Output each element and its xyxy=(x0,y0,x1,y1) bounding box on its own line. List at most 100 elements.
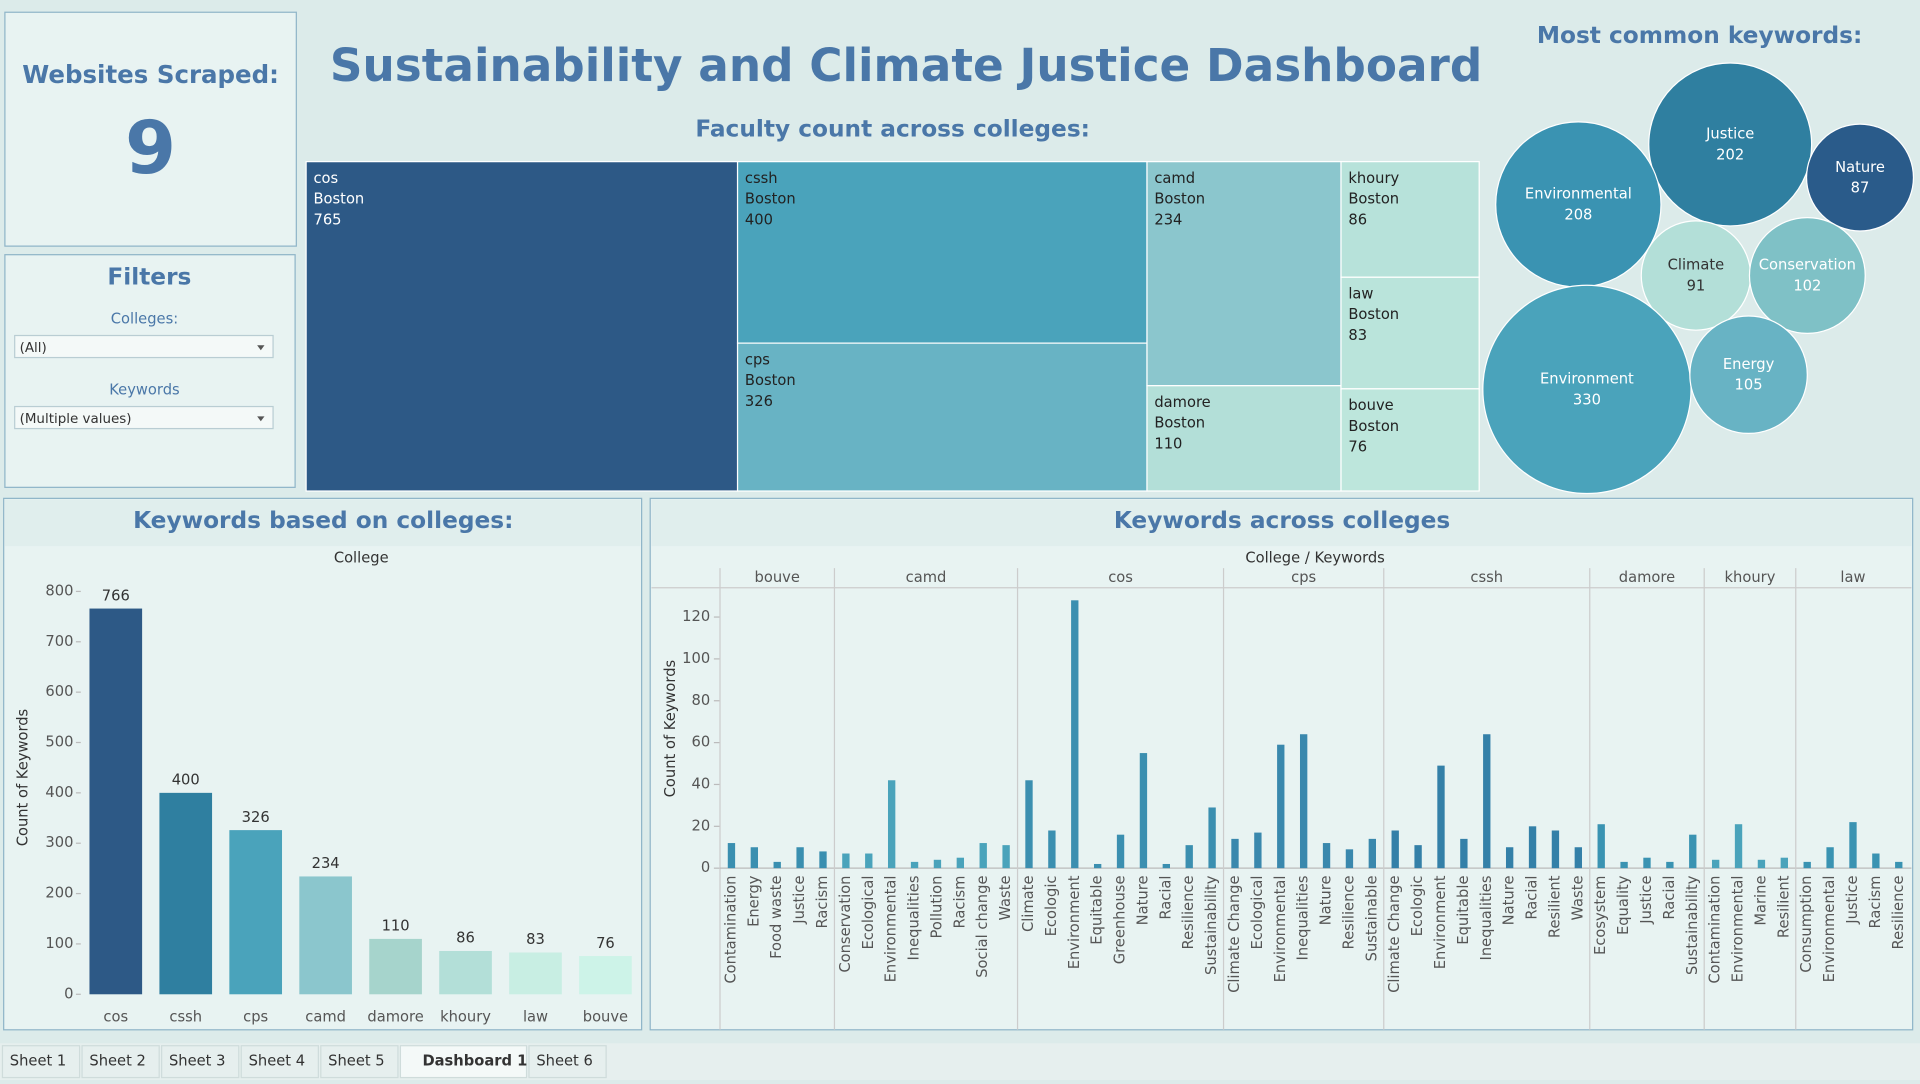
x-tick-label: Resilience xyxy=(1340,876,1357,950)
cell-location: Boston xyxy=(745,372,796,389)
bar-title: Keywords based on colleges: xyxy=(133,507,513,534)
bubble xyxy=(1689,315,1808,435)
panel-header xyxy=(651,499,1912,547)
x-tick-label: Climate Change xyxy=(1226,876,1243,993)
bar xyxy=(750,847,759,869)
value-label: 76 xyxy=(596,935,615,952)
bar xyxy=(1574,847,1582,869)
bar xyxy=(1071,600,1079,869)
value-label: 400 xyxy=(172,772,200,789)
tab-label: Dashboard 1 xyxy=(422,1053,527,1070)
bubble-label: Environmental xyxy=(1525,186,1632,203)
x-tick-label: Pollution xyxy=(928,876,945,939)
cell-value: 86 xyxy=(1348,211,1367,228)
x-tick-label: Nature xyxy=(1318,876,1335,926)
tab[interactable] xyxy=(240,1045,319,1079)
x-tick-label: cps xyxy=(243,1009,268,1026)
filter-label: Colleges: xyxy=(111,311,178,328)
bar xyxy=(1322,843,1331,869)
x-tick-label: Equitable xyxy=(1455,876,1472,945)
x-tick-label: Environment xyxy=(1066,875,1083,969)
college-header: cps xyxy=(1291,569,1316,586)
college-header: damore xyxy=(1619,569,1675,586)
bubble xyxy=(1748,217,1866,334)
x-tick-label: Waste xyxy=(1569,876,1586,921)
bar xyxy=(933,859,942,869)
x-tick-label: Nature xyxy=(1501,876,1518,926)
filter-label: Keywords xyxy=(109,382,179,399)
cell-value: 400 xyxy=(745,211,773,228)
college-header: law xyxy=(1840,569,1865,586)
bar xyxy=(1849,822,1857,869)
x-tick-label: Racial xyxy=(1157,876,1174,920)
keywords-dropdown[interactable] xyxy=(14,405,274,430)
bar xyxy=(579,956,632,995)
x-tick-label: Social change xyxy=(974,876,991,978)
bar xyxy=(1711,859,1720,869)
y-axis-label: Count of Keywords xyxy=(14,709,31,847)
college-header: khoury xyxy=(1725,569,1776,586)
bar xyxy=(89,608,143,995)
cell-label: khoury xyxy=(1348,170,1399,187)
bar xyxy=(1483,734,1491,869)
x-tick-label: camd xyxy=(305,1009,346,1026)
treemap-cell xyxy=(1340,276,1480,390)
dropdown-value: (Multiple values) xyxy=(20,412,132,427)
colleges-dropdown[interactable] xyxy=(14,334,274,359)
tab[interactable] xyxy=(81,1045,160,1079)
cell-location: Boston xyxy=(1348,306,1399,323)
bar xyxy=(1643,857,1651,869)
cell-label: camd xyxy=(1154,170,1195,187)
cell-label: bouve xyxy=(1348,397,1393,414)
tab[interactable] xyxy=(528,1045,607,1079)
tab[interactable] xyxy=(320,1045,399,1079)
bubble xyxy=(1495,121,1662,288)
y-tick-label: 700 xyxy=(45,633,73,650)
x-tick-label: Racial xyxy=(1661,876,1678,920)
dropdown-arrow xyxy=(257,345,265,351)
tab[interactable] xyxy=(161,1045,240,1079)
y-tick-label: 100 xyxy=(682,650,710,667)
value-label: 326 xyxy=(242,809,270,826)
x-tick-label: Justice xyxy=(791,876,808,925)
tab-label: Sheet 6 xyxy=(536,1053,592,1070)
y-tick-label: 20 xyxy=(692,817,711,834)
x-tick-label: Environmental xyxy=(1272,876,1289,983)
x-tick-label: Ecological xyxy=(860,876,877,950)
tab-bar xyxy=(0,1043,1920,1080)
y-tick-label: 120 xyxy=(682,608,710,625)
bubble-value: 102 xyxy=(1793,278,1821,295)
x-tick-label: Greenhouse xyxy=(1112,876,1129,965)
bar xyxy=(299,876,352,995)
x-tick-label: Equitable xyxy=(1089,876,1106,945)
y-axis-label: Count of Keywords xyxy=(662,660,679,797)
bar xyxy=(1277,744,1285,869)
tab-label: Sheet 2 xyxy=(89,1053,145,1070)
tab[interactable] xyxy=(1,1045,81,1079)
bar xyxy=(229,830,283,995)
bar xyxy=(509,952,562,995)
bar xyxy=(1895,861,1903,869)
x-tick-label: Contamination xyxy=(1707,876,1724,984)
x-tick-label: Racism xyxy=(814,876,831,929)
tab-label: Sheet 3 xyxy=(169,1053,225,1070)
x-tick-label: Resilience xyxy=(1890,876,1907,950)
bar xyxy=(1345,849,1354,869)
bar xyxy=(1299,734,1308,869)
bubble-value: 208 xyxy=(1564,207,1592,224)
x-tick-label: Resilient xyxy=(1775,875,1792,938)
bubble-label: Nature xyxy=(1835,159,1885,176)
x-tick-label: Ecologic xyxy=(1409,876,1426,937)
x-tick-label: cos xyxy=(103,1009,128,1026)
y-tick-label: 60 xyxy=(692,734,711,751)
websites-value: 9 xyxy=(125,106,176,191)
treemap-cell xyxy=(1340,388,1480,492)
cell-label: cssh xyxy=(745,170,778,187)
x-tick-label: khoury xyxy=(440,1009,491,1026)
x-tick-label: Environmental xyxy=(1730,876,1747,983)
bar xyxy=(1391,830,1399,869)
bar xyxy=(1116,834,1125,869)
y-tick-label: 0 xyxy=(64,985,73,1002)
tab[interactable] xyxy=(399,1045,528,1079)
